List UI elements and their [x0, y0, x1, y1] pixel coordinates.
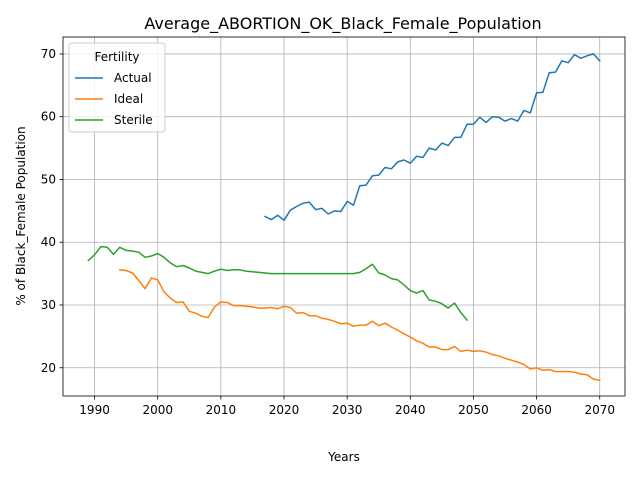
y-tick-label: 30	[41, 298, 56, 312]
x-axis-label: Years	[327, 450, 360, 464]
legend-box	[68, 42, 166, 133]
y-tick-label: 40	[41, 235, 56, 249]
grid	[63, 37, 625, 396]
x-tick-label: 2050	[458, 403, 489, 417]
series-group	[87, 53, 601, 382]
series-line-ideal	[118, 268, 601, 382]
x-tick-label: 2070	[584, 403, 615, 417]
legend-label-ideal: Ideal	[114, 92, 143, 106]
legend: Fertility Actual Ideal Sterile	[68, 42, 166, 133]
legend-label-sterile: Sterile	[114, 113, 153, 127]
x-axis-ticks: 1990 2000 2010 2020 2030 2040 2050 2060 2070	[79, 396, 615, 417]
legend-label-actual: Actual	[114, 71, 152, 85]
x-tick-label: 1990	[79, 403, 110, 417]
plot-frame	[62, 36, 626, 397]
series-line-actual	[264, 53, 601, 222]
x-tick-label: 2060	[521, 403, 552, 417]
y-tick-label: 60	[41, 110, 56, 124]
y-tick-label: 70	[41, 47, 56, 61]
x-tick-label: 2040	[395, 403, 426, 417]
x-tick-label: 2020	[269, 403, 300, 417]
x-tick-label: 2010	[206, 403, 237, 417]
series-line-sterile	[87, 245, 469, 322]
y-axis-ticks: 20 30 40 50 60 70	[41, 47, 63, 375]
chart-title: Average_ABORTION_OK_Black_Female_Populat…	[144, 14, 541, 34]
legend-title: Fertility	[94, 50, 139, 64]
x-tick-label: 2030	[332, 403, 363, 417]
y-tick-label: 50	[41, 172, 56, 186]
y-axis-label: % of Black_Female Population	[14, 126, 28, 305]
y-tick-label: 20	[41, 361, 56, 375]
x-tick-label: 2000	[142, 403, 173, 417]
